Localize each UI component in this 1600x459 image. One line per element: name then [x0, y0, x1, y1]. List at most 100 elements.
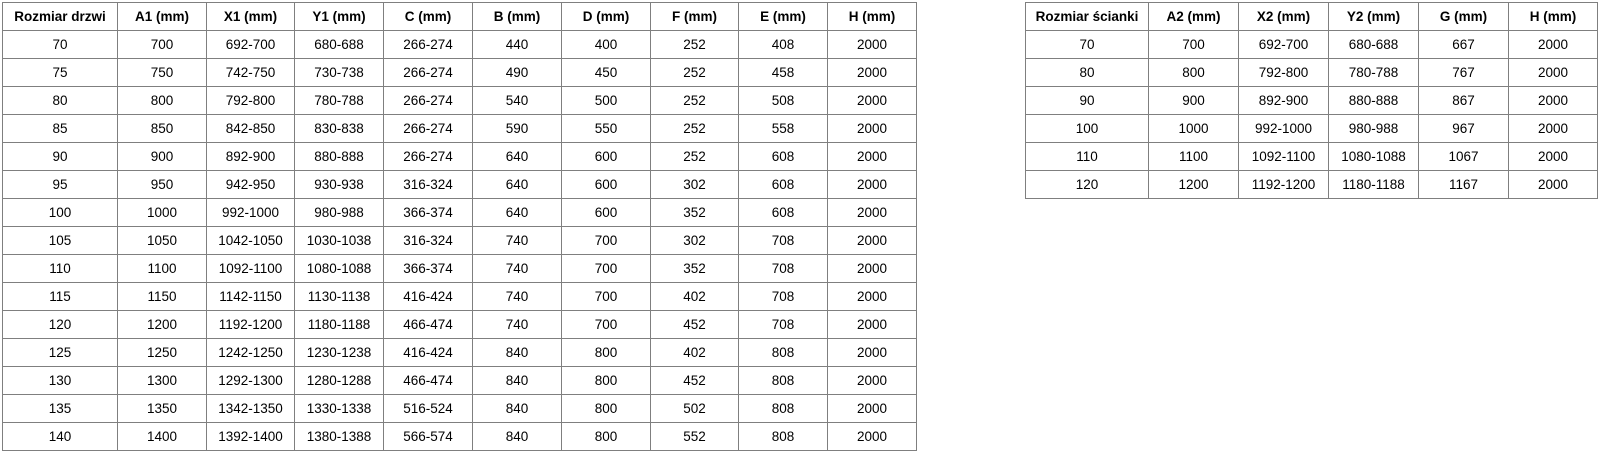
table-cell: 2000	[1508, 142, 1598, 171]
table-cell: 1092-1100	[1238, 142, 1329, 171]
table-cell: 2000	[827, 226, 917, 255]
table-cell: 266-274	[383, 142, 473, 171]
table-cell: 1280-1288	[294, 366, 384, 395]
table-cell: 600	[561, 142, 651, 171]
table-cell: 608	[738, 198, 828, 227]
table-cell: 2000	[827, 30, 917, 59]
table-row: 140 1400 1392-1400 1380-1388 566-574 840 800 55…	[2, 422, 917, 451]
table-cell: 2000	[827, 338, 917, 367]
table-cell: 808	[738, 338, 828, 367]
table-cell: 552	[650, 422, 739, 451]
table-cell: 942-950	[206, 170, 295, 199]
table-cell: 900	[1148, 86, 1239, 115]
table-cell: 440	[472, 30, 562, 59]
table-cell: 1130-1138	[294, 282, 384, 311]
table-cell: 75	[2, 58, 118, 87]
table-cell: 808	[738, 366, 828, 395]
table-cell: 416-424	[383, 338, 473, 367]
table-cell: 302	[650, 170, 739, 199]
table-cell: 458	[738, 58, 828, 87]
table-cell: 70	[2, 30, 118, 59]
table-cell: 1150	[117, 282, 207, 311]
table-cell: 808	[738, 394, 828, 423]
column-header: D (mm)	[561, 2, 651, 31]
table-cell: 867	[1418, 86, 1509, 115]
table-row: 70 700 692-700 680-688 266-274 440 400 252 408 20…	[2, 30, 917, 59]
table-row: 80 800 792-800 780-788 266-274 540 500 252 508 20…	[2, 86, 917, 115]
table-cell: 742-750	[206, 58, 295, 87]
table-cell: 558	[738, 114, 828, 143]
table-row: 110 1100 1092-1100 1080-1088 1067 2000	[1025, 142, 1598, 171]
table-cell: 1180-1188	[294, 310, 384, 339]
table-cell: 1042-1050	[206, 226, 295, 255]
table-cell: 967	[1418, 114, 1509, 143]
table-cell: 1100	[1148, 142, 1239, 171]
header-row: Rozmiar drzwi A1 (mm) X1 (mm) Y1 (mm) C (mm)…	[2, 2, 917, 31]
table-cell: 130	[2, 366, 118, 395]
table-cell: 115	[2, 282, 118, 311]
column-header: H (mm)	[827, 2, 917, 31]
table-cell: 366-374	[383, 198, 473, 227]
table-cell: 540	[472, 86, 562, 115]
table-row: 120 1200 1192-1200 1180-1188 1167 2000	[1025, 170, 1598, 199]
table-cell: 1080-1088	[1328, 142, 1419, 171]
table-cell: 808	[738, 422, 828, 451]
table-cell: 135	[2, 394, 118, 423]
table-cell: 450	[561, 58, 651, 87]
table-cell: 800	[561, 394, 651, 423]
table-cell: 266-274	[383, 114, 473, 143]
table-cell: 692-700	[1238, 30, 1329, 59]
column-header: X2 (mm)	[1238, 2, 1329, 31]
column-header: C (mm)	[383, 2, 473, 31]
table-cell: 1067	[1418, 142, 1509, 171]
table-cell: 1350	[117, 394, 207, 423]
table-row: 125 1250 1242-1250 1230-1238 416-424 840 800 40…	[2, 338, 917, 367]
table-cell: 1000	[1148, 114, 1239, 143]
table-cell: 400	[561, 30, 651, 59]
table-cell: 880-888	[294, 142, 384, 171]
table-cell: 1080-1088	[294, 254, 384, 283]
table-cell: 880-888	[1328, 86, 1419, 115]
table-cell: 1200	[117, 310, 207, 339]
table-cell: 2000	[827, 254, 917, 283]
table-cell: 700	[1148, 30, 1239, 59]
table-cell: 490	[472, 58, 562, 87]
table-cell: 1192-1200	[206, 310, 295, 339]
table-cell: 640	[472, 170, 562, 199]
table-cell: 892-900	[206, 142, 295, 171]
column-header: B (mm)	[472, 2, 562, 31]
table-row: 135 1350 1342-1350 1330-1338 516-524 840 800 50…	[2, 394, 917, 423]
table-cell: 266-274	[383, 58, 473, 87]
table-cell: 1180-1188	[1328, 170, 1419, 199]
table-row: 100 1000 992-1000 980-988 366-374 640 600 352 60…	[2, 198, 917, 227]
table-cell: 2000	[1508, 86, 1598, 115]
table-cell: 550	[561, 114, 651, 143]
table-cell: 252	[650, 114, 739, 143]
table-cell: 2000	[827, 170, 917, 199]
table-cell: 2000	[827, 310, 917, 339]
table-cell: 840	[472, 366, 562, 395]
column-header: G (mm)	[1418, 2, 1509, 31]
table-cell: 1400	[117, 422, 207, 451]
column-header: Y1 (mm)	[294, 2, 384, 31]
table-row: 85 850 842-850 830-838 266-274 590 550 252 558 20…	[2, 114, 917, 143]
table-cell: 1392-1400	[206, 422, 295, 451]
table-cell: 800	[561, 422, 651, 451]
table-cell: 266-274	[383, 30, 473, 59]
table-cell: 1230-1238	[294, 338, 384, 367]
table-cell: 608	[738, 170, 828, 199]
table-row: 90 900 892-900 880-888 266-274 640 600 252 608 20…	[2, 142, 917, 171]
column-header: H (mm)	[1508, 2, 1598, 31]
table-cell: 2000	[1508, 30, 1598, 59]
table-cell: 120	[2, 310, 118, 339]
table-cell: 667	[1418, 30, 1509, 59]
table-cell: 840	[472, 394, 562, 423]
table-cell: 252	[650, 58, 739, 87]
table-cell: 516-524	[383, 394, 473, 423]
column-header: F (mm)	[650, 2, 739, 31]
wall-sizes-table: Rozmiar ścianki A2 (mm) X2 (mm) Y2 (mm) G (m…	[1025, 2, 1598, 199]
table-cell: 1142-1150	[206, 282, 295, 311]
table-cell: 500	[561, 86, 651, 115]
table-cell: 740	[472, 226, 562, 255]
